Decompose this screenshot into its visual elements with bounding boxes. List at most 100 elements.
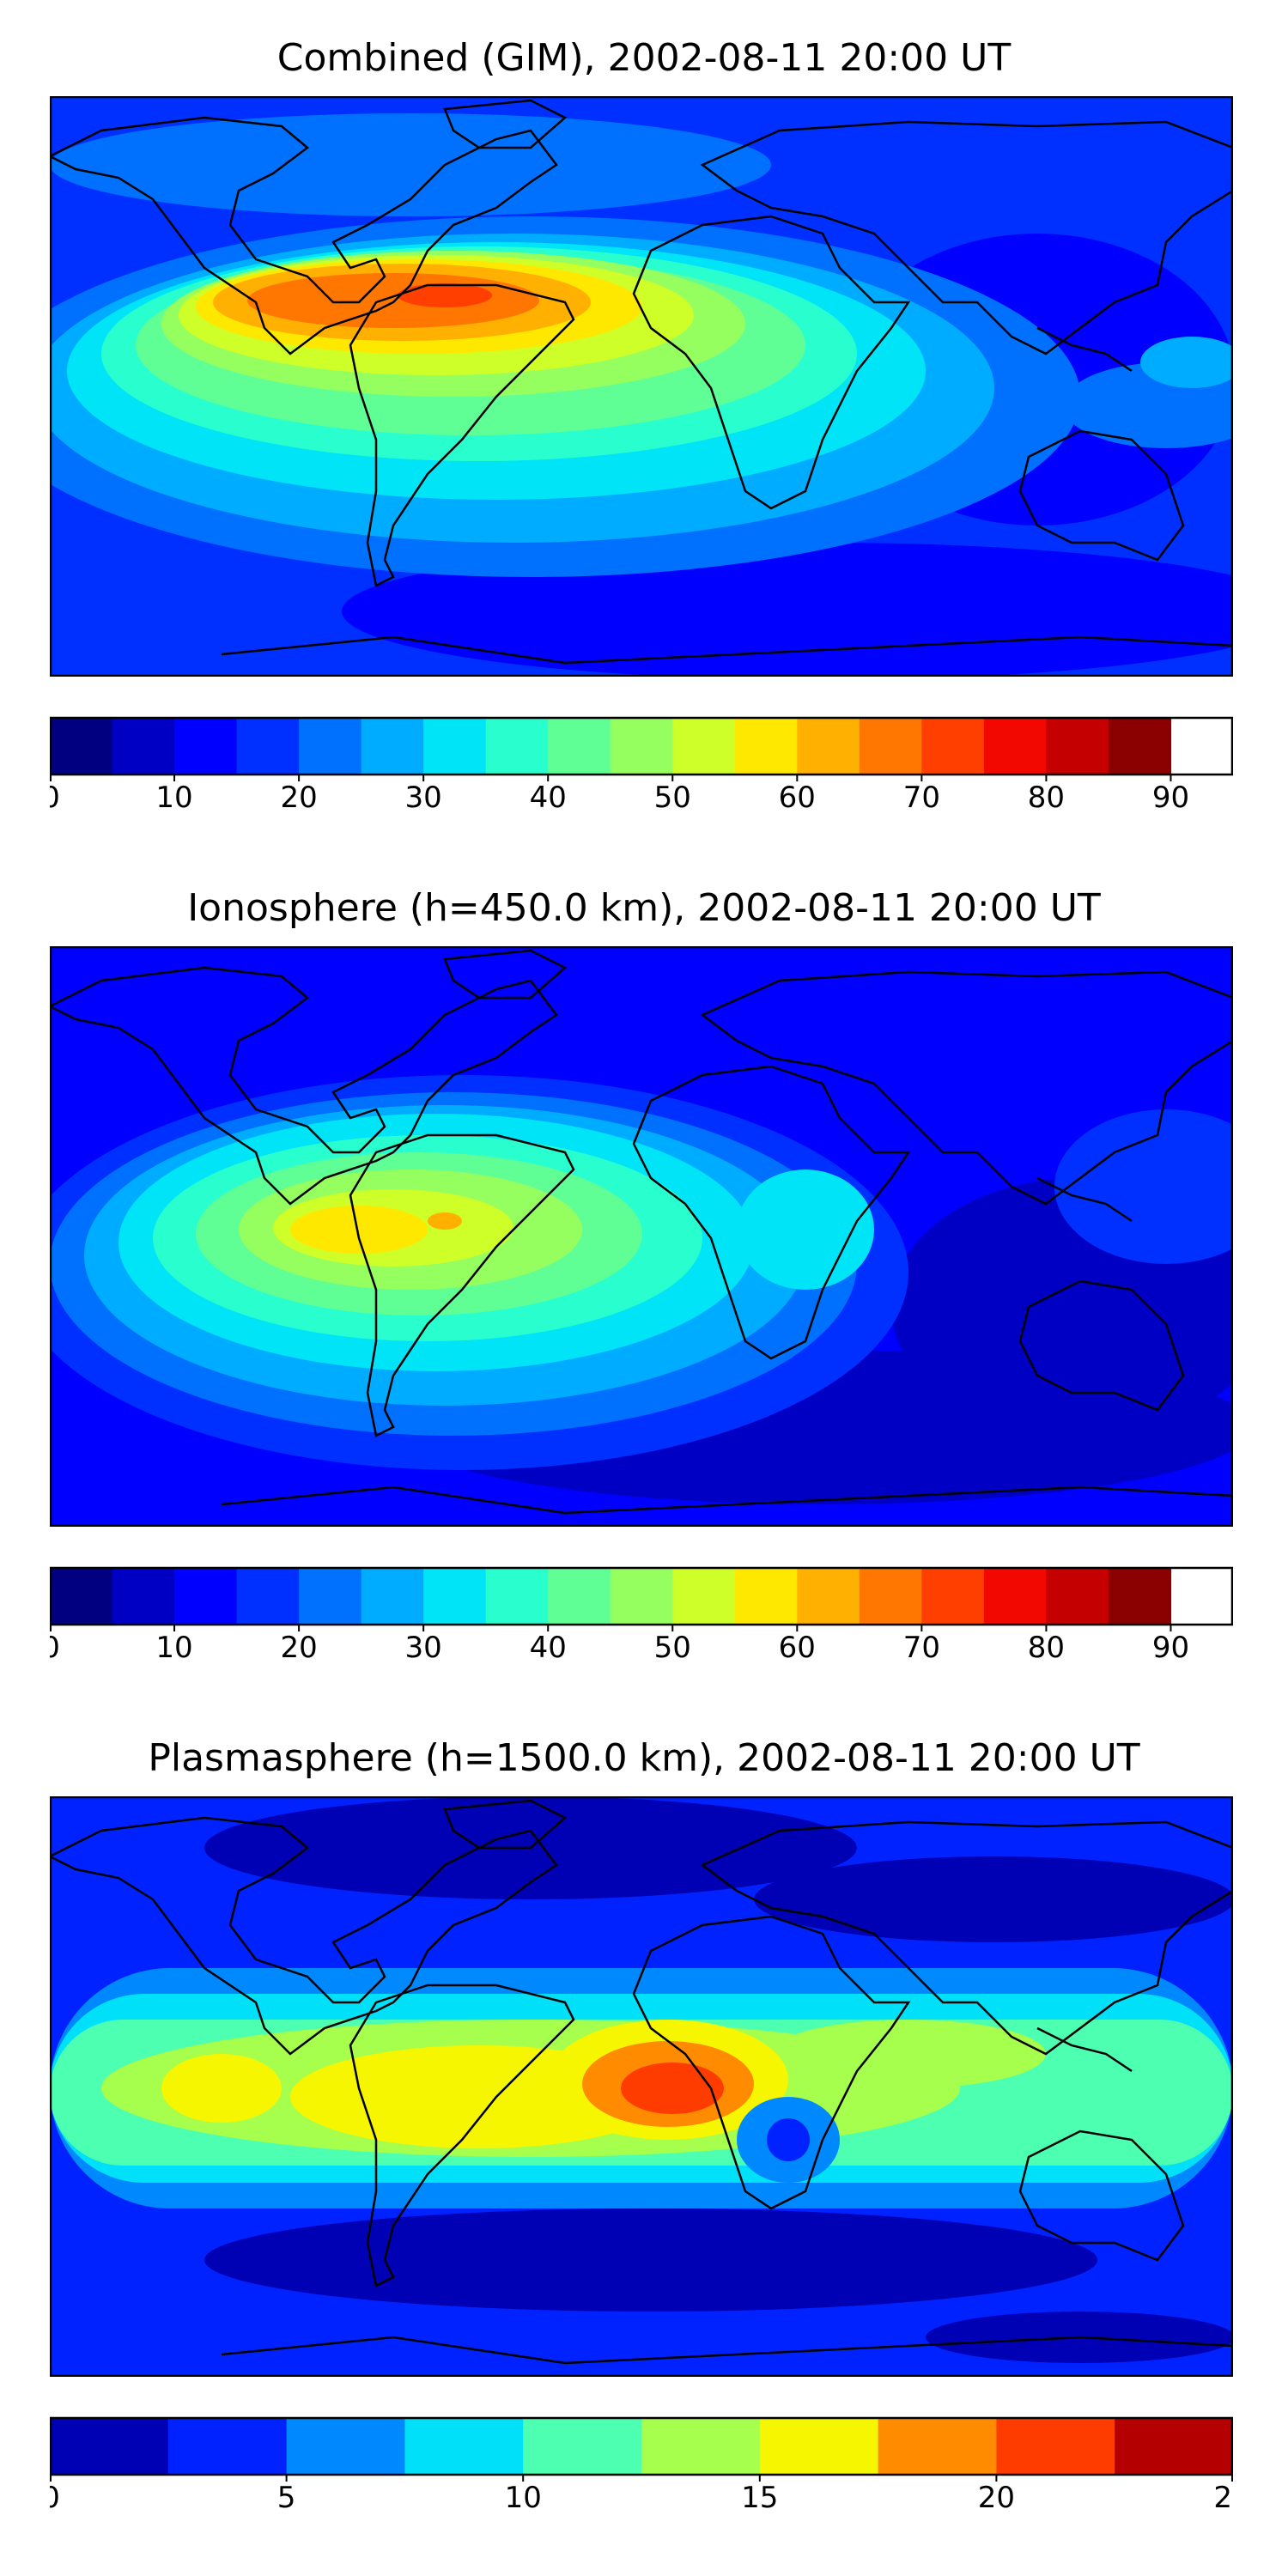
colorbar-segment	[548, 1568, 611, 1625]
contour-fill	[1140, 337, 1233, 388]
colorbar-tick-label: 70	[903, 1631, 940, 1661]
colorbar-segment	[797, 718, 860, 775]
coastlines	[47, 949, 1235, 1515]
colorbar-segment	[112, 718, 175, 775]
colorbar-segment	[878, 2418, 997, 2475]
colorbar-segment	[112, 1568, 175, 1625]
map-svg	[47, 95, 1235, 677]
colorbar-segment	[423, 718, 487, 775]
colorbar-tick-label: 80	[1028, 781, 1065, 811]
colorbar-tick-label: 90	[1152, 1631, 1189, 1661]
colorbar-segment	[167, 2418, 288, 2475]
colorbar-segment	[734, 1568, 798, 1625]
contour-fill	[621, 2063, 724, 2114]
colorbar-tick-label: 40	[530, 781, 567, 811]
colorbar-tick-label: 70	[903, 781, 940, 811]
panel-plasmasphere: Plasmasphere (h=1500.0 km), 2002-08-11 2…	[0, 1700, 1288, 2576]
colorbar-segment	[1108, 1568, 1172, 1625]
colorbar-frame	[49, 1566, 1234, 1626]
colorbar-tick-label: 0	[50, 781, 60, 811]
colorbar-tick-label: 60	[779, 1631, 816, 1661]
contour-fill	[247, 273, 539, 328]
map-svg	[47, 1795, 1235, 2378]
colorbar-tick-label: 50	[654, 1631, 691, 1661]
colorbar-tick-label: 20	[280, 781, 317, 811]
map-plot	[47, 95, 1235, 677]
colorbar-segment	[797, 1568, 860, 1625]
colorbar-segment	[174, 718, 238, 775]
colorbar-segment	[1108, 718, 1172, 775]
colorbar-segment	[983, 1568, 1048, 1625]
map-plot	[47, 945, 1235, 1528]
colorbar-segment	[50, 718, 113, 775]
colorbar-segment	[299, 718, 362, 775]
colorbar-tick-label: 30	[405, 781, 442, 811]
colorbar-tick-label: 0	[50, 1631, 60, 1661]
contour-fill	[737, 1170, 874, 1290]
colorbar-segment	[50, 2418, 169, 2475]
colorbar-segment	[921, 1568, 985, 1625]
colorbar-segment	[672, 1568, 736, 1625]
colorbar-segment	[404, 2418, 524, 2475]
colorbar-segment	[1046, 718, 1109, 775]
colorbar-tick-label: 50	[654, 781, 691, 811]
colorbar-segment	[299, 1568, 362, 1625]
panel-combined: Combined (GIM), 2002-08-11 20:00 UT	[0, 0, 1288, 850]
colorbar-tick-label: 20	[280, 1631, 317, 1661]
colorbar-segment	[236, 718, 300, 775]
colorbar-segment	[610, 718, 673, 775]
colorbar-segment	[996, 2418, 1115, 2475]
colorbar-segment	[485, 1568, 549, 1625]
colorbar-svg: 0 10 20 30 40 50 60 70 80 90	[41, 716, 1234, 815]
colorbar-frame	[49, 716, 1234, 776]
plot-frame	[49, 95, 1234, 677]
colorbar-segment	[548, 718, 611, 775]
colorbar-segment	[174, 1568, 238, 1625]
colorbar-tick-label: 10	[155, 1631, 192, 1661]
colorbar-tick-label: 20	[978, 2481, 1015, 2511]
coastlines	[47, 1799, 1235, 2365]
colorbar-tick-label: 40	[530, 1631, 567, 1661]
colorbar-segment	[485, 718, 549, 775]
chart-title: Ionosphere (h=450.0 km), 2002-08-11 20:0…	[187, 886, 1101, 930]
contour-fill	[204, 2208, 1097, 2312]
colorbar-segment	[361, 1568, 424, 1625]
colorbar-segment	[610, 1568, 673, 1625]
colorbar-tick-label: 90	[1152, 781, 1189, 811]
colorbar-segment	[236, 1568, 300, 1625]
colorbar-segment	[672, 718, 736, 775]
colorbar-tick-label: 10	[155, 781, 192, 811]
colorbar-tick-label: 0	[50, 2481, 60, 2511]
plot-frame	[49, 1795, 1234, 2378]
colorbar-tick-label: 30	[405, 1631, 442, 1661]
colorbar-segment	[983, 718, 1048, 775]
chart-title: Combined (GIM), 2002-08-11 20:00 UT	[276, 36, 1012, 80]
contour-fill	[1054, 1109, 1233, 1264]
colorbar-svg: 0 10 20 30 40 50 60 70 80 90	[41, 1566, 1234, 1665]
colorbar-segment	[759, 2418, 879, 2475]
contour-fill	[754, 1856, 1233, 1942]
contour-fill	[767, 2118, 810, 2161]
colorbar-segment	[423, 1568, 487, 1625]
colorbar-segment	[859, 718, 922, 775]
colorbar-tick-label: 15	[741, 2481, 778, 2511]
colorbar-tick-label: 5	[277, 2481, 296, 2511]
contour-fill	[290, 1206, 428, 1254]
colorbar: 0 10 20 30 40 50 60 70 80 90	[41, 1566, 1234, 1665]
contour-fill	[428, 1212, 462, 1230]
colorbar-tick-label: 25	[1213, 2481, 1233, 2511]
colorbar-svg: 0 5 10 15 20 25	[41, 2416, 1251, 2515]
colorbar-frame	[49, 2416, 1234, 2476]
colorbar-segment	[641, 2418, 761, 2475]
plot-frame	[49, 945, 1234, 1528]
coastlines	[47, 99, 1235, 665]
colorbar: 0 10 20 30 40 50 60 70 80 90	[41, 716, 1234, 815]
colorbar-tick-label: 60	[779, 781, 816, 811]
colorbar-segment	[734, 718, 798, 775]
colorbar-segment	[286, 2418, 405, 2475]
panel-ionosphere: Ionosphere (h=450.0 km), 2002-08-11 20:0…	[0, 850, 1288, 1700]
contour-fill	[161, 2054, 282, 2123]
colorbar-segment	[921, 718, 985, 775]
colorbar-tick-label: 80	[1028, 1631, 1065, 1661]
chart-title: Plasmasphere (h=1500.0 km), 2002-08-11 2…	[148, 1736, 1140, 1780]
